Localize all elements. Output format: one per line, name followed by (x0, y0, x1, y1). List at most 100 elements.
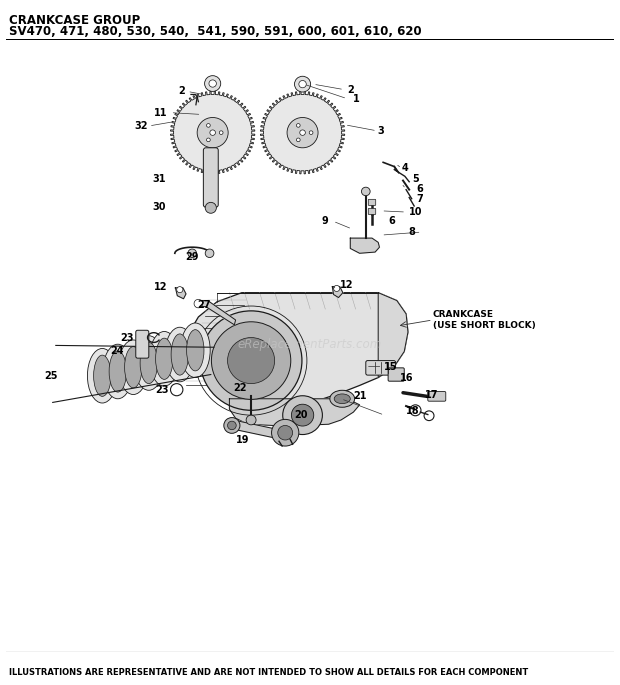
Text: 9: 9 (322, 216, 329, 226)
Text: 20: 20 (294, 410, 308, 420)
Circle shape (224, 418, 240, 434)
Circle shape (205, 249, 214, 258)
Text: ILLUSTRATIONS ARE REPRESENTATIVE AND ARE NOT INTENDED TO SHOW ALL DETAILS FOR EA: ILLUSTRATIONS ARE REPRESENTATIVE AND ARE… (9, 668, 528, 677)
Circle shape (211, 322, 291, 399)
Circle shape (294, 76, 311, 92)
Circle shape (194, 299, 203, 308)
Circle shape (283, 396, 322, 434)
Ellipse shape (134, 336, 164, 390)
Text: 4: 4 (402, 164, 409, 173)
Text: 11: 11 (154, 108, 167, 118)
FancyBboxPatch shape (136, 330, 149, 358)
Text: CRANKCASE
(USE SHORT BLOCK): CRANKCASE (USE SHORT BLOCK) (433, 310, 536, 330)
FancyBboxPatch shape (366, 360, 396, 375)
Text: 23: 23 (155, 385, 169, 395)
Polygon shape (378, 292, 408, 377)
Text: 15: 15 (384, 362, 398, 372)
Ellipse shape (156, 338, 173, 379)
Ellipse shape (87, 349, 117, 403)
Ellipse shape (330, 390, 355, 408)
Circle shape (210, 130, 216, 136)
Text: 7: 7 (417, 195, 423, 204)
Text: 12: 12 (154, 282, 167, 292)
Text: 22: 22 (233, 383, 247, 393)
Circle shape (219, 131, 223, 134)
Text: 17: 17 (425, 390, 438, 399)
Circle shape (299, 81, 306, 88)
Circle shape (246, 415, 256, 425)
Text: 10: 10 (409, 207, 423, 217)
Circle shape (188, 249, 197, 258)
Circle shape (206, 138, 210, 142)
Text: 31: 31 (153, 174, 166, 184)
Polygon shape (186, 292, 408, 409)
Polygon shape (350, 238, 379, 253)
Circle shape (334, 286, 340, 292)
Ellipse shape (94, 355, 111, 397)
Text: CRANKCASE GROUP: CRANKCASE GROUP (9, 14, 141, 27)
Text: 12: 12 (340, 279, 353, 290)
Ellipse shape (109, 351, 126, 392)
Circle shape (177, 286, 183, 292)
Circle shape (278, 425, 293, 440)
Ellipse shape (165, 327, 195, 382)
Polygon shape (170, 91, 255, 174)
Ellipse shape (149, 332, 179, 386)
Text: 23: 23 (120, 333, 133, 343)
Text: 19: 19 (236, 435, 249, 445)
FancyBboxPatch shape (368, 199, 376, 205)
Text: eReplacementParts.com: eReplacementParts.com (238, 338, 382, 351)
Circle shape (296, 138, 300, 142)
Text: 2: 2 (347, 85, 354, 95)
Text: 27: 27 (197, 300, 211, 310)
Text: 5: 5 (412, 174, 419, 184)
Text: 24: 24 (110, 346, 124, 356)
Text: 2: 2 (178, 86, 185, 97)
Ellipse shape (125, 347, 142, 388)
Ellipse shape (187, 329, 204, 371)
Text: 25: 25 (45, 371, 58, 382)
Circle shape (205, 75, 221, 91)
Text: 3: 3 (377, 126, 384, 136)
Circle shape (228, 338, 275, 384)
Ellipse shape (103, 344, 133, 399)
Circle shape (300, 130, 306, 136)
Circle shape (291, 404, 314, 426)
Text: 18: 18 (406, 406, 420, 416)
Circle shape (209, 80, 216, 87)
Text: SV470, 471, 480, 530, 540,  541, 590, 591, 600, 601, 610, 620: SV470, 471, 480, 530, 540, 541, 590, 591… (9, 25, 422, 38)
Ellipse shape (171, 334, 188, 375)
Polygon shape (229, 420, 286, 438)
Polygon shape (332, 286, 343, 297)
Text: 16: 16 (400, 373, 414, 382)
Circle shape (361, 187, 370, 196)
Polygon shape (260, 91, 345, 174)
Circle shape (205, 202, 216, 213)
Polygon shape (196, 301, 236, 325)
Text: 6: 6 (417, 184, 423, 194)
Text: 29: 29 (185, 252, 198, 262)
FancyBboxPatch shape (368, 208, 376, 214)
FancyBboxPatch shape (388, 368, 404, 381)
Ellipse shape (118, 340, 148, 395)
Circle shape (206, 123, 210, 127)
Ellipse shape (334, 394, 350, 403)
Polygon shape (229, 399, 360, 426)
Circle shape (228, 421, 236, 429)
Circle shape (272, 419, 299, 446)
Circle shape (197, 118, 228, 148)
Circle shape (309, 131, 313, 134)
Circle shape (200, 311, 302, 410)
Circle shape (287, 118, 318, 148)
Circle shape (296, 123, 300, 127)
Text: 1: 1 (353, 94, 360, 103)
FancyBboxPatch shape (203, 148, 218, 207)
Ellipse shape (140, 342, 157, 384)
Text: 21: 21 (353, 390, 367, 401)
Text: 30: 30 (153, 201, 166, 212)
Text: 6: 6 (389, 216, 396, 226)
FancyBboxPatch shape (428, 392, 446, 401)
Text: 32: 32 (134, 121, 148, 131)
Ellipse shape (180, 323, 210, 377)
Text: 8: 8 (408, 227, 415, 237)
